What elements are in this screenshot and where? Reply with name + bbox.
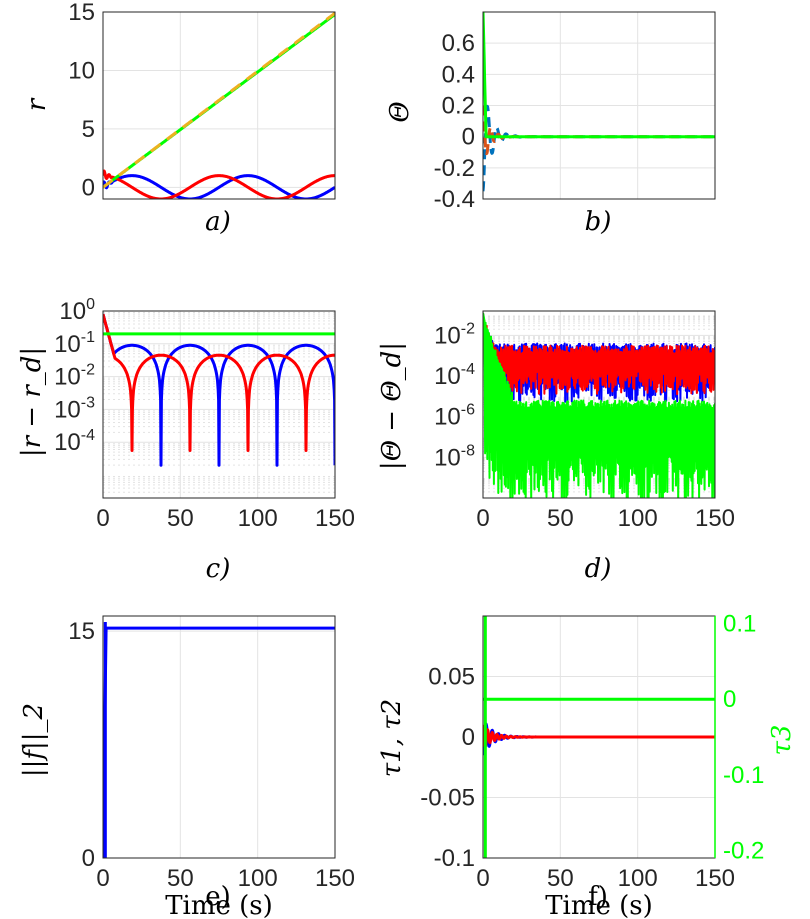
x-tick-label: 50 (167, 865, 194, 892)
x-tick-label: 100 (618, 865, 658, 892)
y-tick-label: 5 (82, 116, 95, 143)
y-axis-label: τ1, τ2 (377, 699, 407, 777)
y-tick-label: 0 (462, 724, 475, 751)
x-tick-label: 100 (238, 505, 278, 532)
y-axis-label: ||f||_2 (19, 703, 49, 777)
panel-caption: a) (205, 207, 231, 237)
series-group (103, 313, 335, 467)
y-right-axis-label: τ3 (767, 725, 797, 756)
y-axis-label: Θ (385, 101, 415, 122)
series-group (483, 616, 715, 858)
y-tick-label: 10-1 (54, 329, 95, 358)
y-tick-label: -0.2 (434, 155, 475, 182)
series-group (103, 12, 335, 199)
x-tick-label: 100 (618, 505, 658, 532)
series-line-eth_2 (483, 312, 715, 396)
x-tick-label: 0 (476, 865, 489, 892)
y-tick-label: 10-8 (434, 442, 475, 471)
series-line-theta_2 (483, 105, 715, 156)
panel-caption: f) (588, 882, 608, 912)
y-tick-label: 0.2 (442, 93, 475, 120)
panel-c: 100 10-1 10-2 10-3 10-4 0 50 100 150 |r − r_d| c) (17, 296, 355, 584)
y-tick-label: -0.05 (420, 785, 475, 812)
panel-caption: b) (585, 207, 612, 237)
x-tick-label: 0 (476, 505, 489, 532)
series-line-eth_3 (483, 312, 715, 498)
axes-box (102, 11, 336, 200)
series-line-theta_3 (483, 12, 715, 139)
series-line-r_y (103, 169, 335, 199)
series-line-err_y (103, 313, 335, 452)
series-line-r_z_d (103, 12, 335, 189)
y-right-tick-label: -0.2 (723, 837, 764, 864)
panel-b: -0.4 -0.2 0 0.2 0.4 0.6 Θb) (385, 11, 716, 237)
y-tick-label: 10 (68, 57, 95, 84)
series-line-f_norm (103, 626, 335, 858)
panel-caption: c) (206, 554, 231, 584)
y-axis-label: |Θ − Θ_d| (377, 342, 407, 470)
y-tick-label: 0 (462, 124, 475, 151)
x-axis-label: Time (s) (165, 891, 273, 919)
y-tick-label: 15 (68, 0, 95, 26)
y-right-tick-label: 0 (723, 686, 736, 713)
series-group (483, 12, 715, 192)
x-tick-label: 150 (315, 505, 355, 532)
x-tick-label: 50 (547, 505, 574, 532)
axes-box (482, 11, 716, 200)
y-axis-label: r (22, 97, 52, 111)
y-right-tick-label: -0.1 (723, 762, 764, 789)
axes-box (102, 615, 336, 859)
panel-a: 0 5 10 15 r a) (22, 0, 336, 237)
x-tick-label: 50 (167, 505, 194, 532)
panel-d: 10-2 10-4 10-6 10-8 0 50 100 150 |Θ − Θ_d| d) (377, 310, 735, 584)
y-tick-label: 15 (68, 618, 95, 645)
panel-caption: d) (585, 554, 612, 584)
y-tick-label: 0 (82, 174, 95, 201)
y-tick-label: -0.1 (434, 845, 475, 872)
y-tick-label: 10-6 (434, 402, 475, 431)
series-group (103, 622, 335, 858)
series-group (483, 312, 715, 498)
x-tick-label: 150 (695, 865, 735, 892)
y-tick-label: 0 (82, 845, 95, 872)
y-tick-label: 10-4 (54, 427, 95, 456)
series-line-tau_1 (483, 722, 715, 756)
y-axis-label: |r − r_d| (17, 347, 47, 457)
y-tick-label: 10-4 (434, 361, 475, 390)
series-line-tau_2 (483, 724, 715, 748)
y-tick-label: 10-2 (54, 362, 95, 391)
x-tick-label: 150 (695, 505, 735, 532)
y-tick-label: -0.4 (434, 186, 475, 213)
x-tick-label: 0 (96, 865, 109, 892)
series-line-r_x (103, 174, 335, 199)
y-tick-label: 10-3 (54, 394, 95, 423)
x-tick-label: 0 (96, 505, 109, 532)
y-tick-label: 100 (59, 296, 95, 325)
x-axis-label: Time (s) (545, 891, 653, 919)
axes-box (102, 310, 336, 499)
y-tick-label: 0.4 (442, 61, 475, 88)
x-tick-label: 50 (547, 865, 574, 892)
x-tick-label: 150 (315, 865, 355, 892)
panel-caption: e) (205, 882, 231, 912)
series-line-err_x (103, 313, 335, 467)
axes-box (482, 310, 716, 499)
y-tick-label: 0.6 (442, 30, 475, 57)
y-tick-label: 10-2 (434, 320, 475, 349)
x-tick-label: 100 (238, 865, 278, 892)
series-line-theta_1 (483, 104, 715, 192)
y-right-tick-label: 0.1 (723, 611, 756, 638)
y-tick-label: 0.05 (428, 664, 475, 691)
